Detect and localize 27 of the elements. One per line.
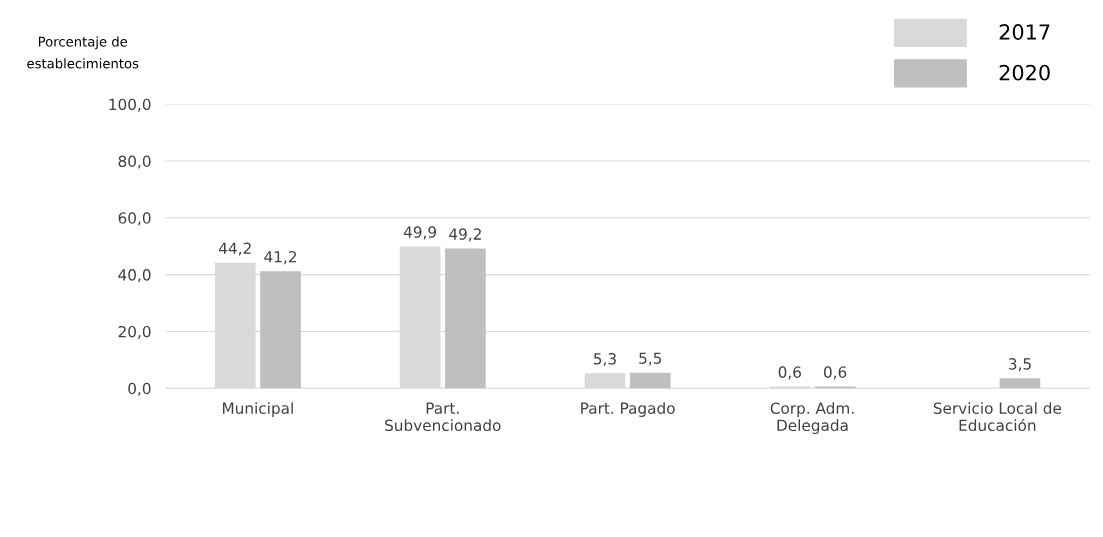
data-label: 0,6 [778,366,802,380]
y-tick-label: 100,0 [109,98,151,112]
data-label: 0,6 [823,366,847,380]
legend-label: 2020 [999,64,1050,81]
y-tick-label: 60,0 [118,212,151,226]
bar [260,271,301,389]
data-label: 3,5 [1008,358,1031,372]
y-axis-title: Porcentaje de establecimientos [27,36,139,69]
x-tick-label: Servicio Local de Educación [933,402,1062,432]
bar [445,248,486,389]
y-tick-label: 80,0 [118,155,151,169]
x-tick-label: Part. Subvencionado [385,402,501,432]
y-tick-label: 0,0 [128,382,151,396]
data-label: 5,3 [593,353,616,367]
data-label: 41,2 [264,251,297,265]
data-label: 5,5 [639,352,662,366]
data-label: 49,9 [403,226,437,240]
legend-label: 2017 [999,24,1050,40]
x-tick-label: Corp. Adm. Delegada [770,402,854,435]
y-tick-label: 40,0 [118,269,151,283]
x-tick-label: Municipal [223,402,293,417]
data-label: 44,2 [218,242,251,256]
data-label: 49,2 [449,228,481,242]
bar [629,372,671,389]
x-tick-label: Part. Pagado [581,402,675,417]
bar [999,378,1041,389]
y-tick-label: 20,0 [118,325,151,340]
